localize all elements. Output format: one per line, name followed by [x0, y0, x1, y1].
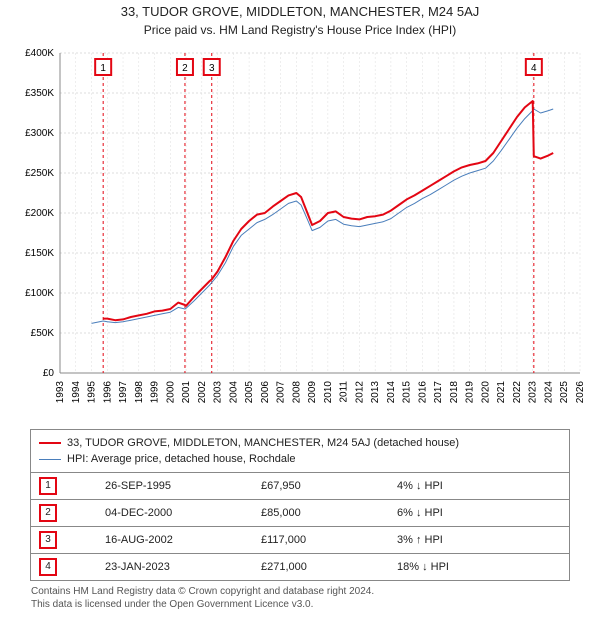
y-tick-label: £250K [25, 168, 54, 179]
y-tick-label: £100K [25, 288, 54, 299]
event-delta: 18% ↓ HPI [389, 554, 569, 581]
series-hpi [92, 109, 554, 323]
y-tick-label: £200K [25, 208, 54, 219]
event-index-box: 1 [39, 477, 57, 495]
event-date: 26-SEP-1995 [97, 473, 253, 500]
x-tick-label: 2017 [433, 381, 444, 404]
event-date: 23-JAN-2023 [97, 554, 253, 581]
x-tick-label: 2010 [323, 381, 334, 404]
legend-label: HPI: Average price, detached house, Roch… [67, 453, 296, 465]
x-tick-label: 2023 [528, 381, 539, 404]
event-marker-number: 3 [209, 63, 215, 74]
x-tick-label: 1993 [55, 381, 66, 404]
legend-item: 33, TUDOR GROVE, MIDDLETON, MANCHESTER, … [39, 435, 561, 451]
x-tick-label: 2024 [543, 381, 554, 404]
y-tick-label: £150K [25, 248, 54, 259]
event-marker-number: 2 [182, 63, 188, 74]
x-tick-label: 1999 [150, 381, 161, 404]
event-index: 2 [31, 500, 97, 527]
x-tick-label: 2007 [276, 381, 287, 404]
event-row: 3 16-AUG-2002£117,0003% ↑ HPI [31, 527, 569, 554]
x-tick-label: 2002 [197, 381, 208, 404]
x-tick-label: 1994 [71, 381, 82, 404]
x-tick-label: 2020 [480, 381, 491, 404]
arrow-down-icon: ↓ [416, 507, 422, 519]
arrow-up-icon: ↑ [416, 534, 422, 546]
event-index: 4 [31, 554, 97, 581]
event-price: £67,950 [253, 473, 389, 500]
x-tick-label: 2021 [496, 381, 507, 404]
x-tick-label: 2014 [386, 381, 397, 404]
event-price: £271,000 [253, 554, 389, 581]
legend-item: HPI: Average price, detached house, Roch… [39, 451, 561, 467]
event-index-box: 2 [39, 504, 57, 522]
x-tick-label: 2006 [260, 381, 271, 404]
footer-line-1: Contains HM Land Registry data © Crown c… [31, 586, 374, 597]
event-delta: 3% ↑ HPI [389, 527, 569, 554]
x-tick-label: 2015 [402, 381, 413, 404]
event-price: £85,000 [253, 500, 389, 527]
x-tick-label: 2022 [512, 381, 523, 404]
footer-text: Contains HM Land Registry data © Crown c… [31, 585, 569, 611]
footer-line-2: This data is licensed under the Open Gov… [31, 599, 313, 610]
event-index: 1 [31, 473, 97, 500]
x-tick-label: 2018 [449, 381, 460, 404]
y-tick-label: £0 [43, 368, 55, 379]
legend-swatch [39, 459, 61, 460]
chart-title: 33, TUDOR GROVE, MIDDLETON, MANCHESTER, … [0, 4, 600, 19]
x-tick-label: 2005 [244, 381, 255, 404]
x-tick-label: 2019 [465, 381, 476, 404]
x-tick-label: 1997 [118, 381, 129, 404]
event-index-box: 3 [39, 531, 57, 549]
x-tick-label: 2016 [417, 381, 428, 404]
x-tick-label: 2013 [370, 381, 381, 404]
x-tick-label: 2012 [354, 381, 365, 404]
x-tick-label: 2003 [213, 381, 224, 404]
y-tick-label: £350K [25, 88, 54, 99]
info-panel: 33, TUDOR GROVE, MIDDLETON, MANCHESTER, … [30, 429, 570, 581]
x-tick-label: 2025 [559, 381, 570, 404]
event-marker-number: 1 [100, 63, 106, 74]
event-marker-number: 4 [531, 63, 537, 74]
event-date: 16-AUG-2002 [97, 527, 253, 554]
event-date: 04-DEC-2000 [97, 500, 253, 527]
event-delta: 6% ↓ HPI [389, 500, 569, 527]
event-price: £117,000 [253, 527, 389, 554]
x-tick-label: 2008 [291, 381, 302, 404]
x-tick-label: 2000 [165, 381, 176, 404]
x-tick-label: 2011 [339, 381, 350, 403]
chart-subtitle: Price paid vs. HM Land Registry's House … [0, 23, 600, 37]
event-index: 3 [31, 527, 97, 554]
chart-container: £0 £50K £100K £150K £200K £250K £300K £350K £400… [10, 43, 590, 423]
y-tick-label: £50K [31, 328, 55, 339]
event-row: 2 04-DEC-2000£85,0006% ↓ HPI [31, 500, 569, 527]
event-delta: 4% ↓ HPI [389, 473, 569, 500]
legend: 33, TUDOR GROVE, MIDDLETON, MANCHESTER, … [31, 430, 569, 473]
event-row: 1 26-SEP-1995£67,9504% ↓ HPI [31, 473, 569, 500]
x-tick-label: 1998 [134, 381, 145, 404]
events-table: 1 26-SEP-1995£67,9504% ↓ HPI 2 04-DEC-2000£… [31, 473, 569, 580]
legend-swatch [39, 442, 61, 444]
event-index-box: 4 [39, 558, 57, 576]
legend-label: 33, TUDOR GROVE, MIDDLETON, MANCHESTER, … [67, 437, 459, 449]
x-tick-label: 2001 [181, 381, 192, 404]
arrow-down-icon: ↓ [422, 561, 428, 573]
x-tick-label: 2004 [228, 381, 239, 404]
y-tick-label: £300K [25, 128, 54, 139]
x-tick-label: 2026 [575, 381, 586, 404]
x-tick-label: 1996 [102, 381, 113, 404]
event-row: 4 23-JAN-2023£271,00018% ↓ HPI [31, 554, 569, 581]
x-tick-label: 1995 [87, 381, 98, 404]
line-chart: £0 £50K £100K £150K £200K £250K £300K £350K £400… [10, 43, 590, 423]
y-tick-label: £400K [25, 48, 54, 59]
arrow-down-icon: ↓ [416, 480, 422, 492]
x-tick-label: 2009 [307, 381, 318, 404]
